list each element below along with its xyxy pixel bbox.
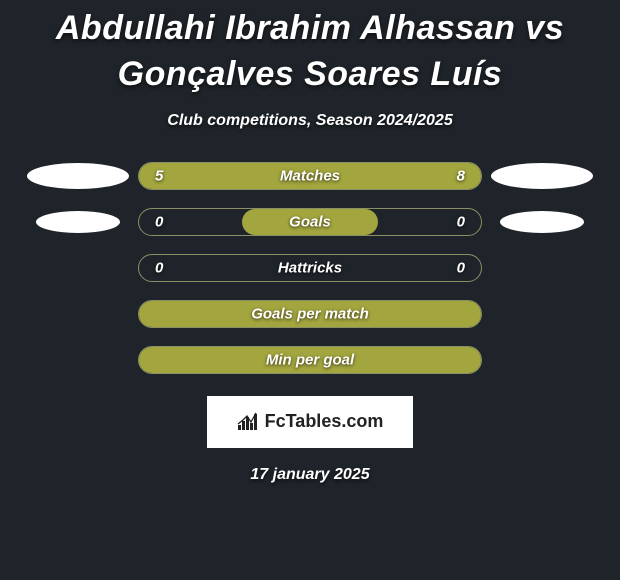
stat-row: 0 0 Goals: [0, 208, 620, 236]
comparison-title: Abdullahi Ibrahim Alhassan vs Gonçalves …: [0, 0, 620, 98]
bars-icon: [237, 412, 259, 432]
stat-value-left: 0: [155, 213, 163, 230]
comparison-subtitle: Club competitions, Season 2024/2025: [0, 112, 620, 130]
stat-bar: 5 8 Matches: [138, 162, 482, 190]
stat-value-left: 0: [155, 259, 163, 276]
stat-label: Hattricks: [278, 259, 342, 276]
left-indicator-slot: [18, 163, 138, 189]
stat-label: Matches: [280, 167, 340, 184]
right-indicator-slot: [482, 163, 602, 189]
right-ellipse-icon: [500, 211, 584, 233]
stat-value-right: 0: [457, 259, 465, 276]
stat-row: Goals per match: [0, 300, 620, 328]
left-indicator-slot: [18, 211, 138, 233]
left-ellipse-icon: [36, 211, 120, 233]
right-ellipse-icon: [491, 163, 593, 189]
stat-value-left: 5: [155, 167, 163, 184]
stat-bar: Min per goal: [138, 346, 482, 374]
stat-bar: Goals per match: [138, 300, 482, 328]
stat-label: Min per goal: [266, 351, 354, 368]
right-indicator-slot: [482, 211, 602, 233]
stat-label: Goals: [289, 213, 331, 230]
stat-row: Min per goal: [0, 346, 620, 374]
left-ellipse-icon: [27, 163, 129, 189]
stat-value-right: 8: [457, 167, 465, 184]
logo-text: FcTables.com: [265, 411, 384, 432]
stat-value-right: 0: [457, 213, 465, 230]
stat-bar: 0 0 Goals: [138, 208, 482, 236]
stat-bar: 0 0 Hattricks: [138, 254, 482, 282]
stat-row: 5 8 Matches: [0, 162, 620, 190]
comparison-date: 17 january 2025: [0, 466, 620, 484]
stat-row: 0 0 Hattricks: [0, 254, 620, 282]
stat-label: Goals per match: [251, 305, 369, 322]
stats-container: 5 8 Matches 0 0 Goals 0 0 Hattricks Goals per mat…: [0, 162, 620, 374]
fctables-logo: FcTables.com: [207, 396, 413, 448]
